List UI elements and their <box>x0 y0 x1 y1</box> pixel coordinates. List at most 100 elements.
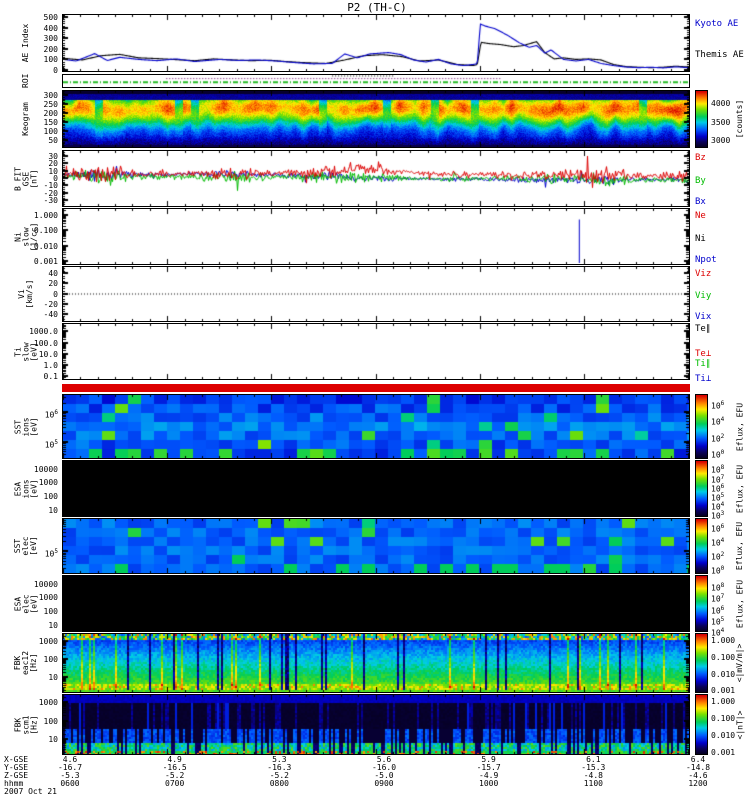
axis-row-name-Z-GSE: Z-GSE <box>4 771 29 780</box>
legend-bfit-By: By <box>695 175 706 186</box>
panel-keogram <box>62 90 690 148</box>
cbtick-sst_elec-3: 100 <box>711 565 725 577</box>
cbtick-esa_ions-0: 108 <box>711 464 725 476</box>
panel-fbk2 <box>62 694 690 755</box>
ytick-esa_ions-3: 10000 <box>33 464 58 474</box>
ylabel-roi: ROI <box>21 73 30 88</box>
ytick-fbk2-2: 1000 <box>38 698 58 708</box>
axis-value-X-GSE-5: 6.1 <box>586 755 601 764</box>
colorbar-keogram <box>695 90 708 148</box>
ytick-vi-3: 20 <box>48 279 58 289</box>
ytick-keogram-2: 150 <box>43 117 58 127</box>
ytick-ae-4: 400 <box>43 23 58 33</box>
ytick-bfit-3: 0 <box>53 174 58 183</box>
axis-value-X-GSE-1: 4.9 <box>167 755 182 764</box>
legend-ti-Te: Te∥ <box>695 324 711 335</box>
panel-ni <box>62 208 690 265</box>
ytick-fbk1-1: 100 <box>43 655 58 665</box>
axis-row-name-Y-GSE: Y-GSE <box>4 763 29 772</box>
axis-row-name-X-GSE: X-GSE <box>4 755 29 764</box>
axis-value-Z-GSE-1: -5.2 <box>165 771 185 780</box>
ytick-esa_ions-1: 100 <box>43 491 58 501</box>
date-label: 2007 Oct 21 <box>4 787 57 796</box>
axis-value-hhmm-3: 0900 <box>374 779 394 788</box>
panel-esa_elec <box>62 575 690 632</box>
cbtick-fbk1-3: 0.001 <box>711 686 736 696</box>
esa_elec-canvas <box>63 576 689 631</box>
ytick-ae-5: 500 <box>43 13 58 23</box>
cbunit-fbk1: <|mV/m|> <box>735 643 744 683</box>
legend-ti-Ti: Ti∥ <box>695 358 711 369</box>
cbtick-sst_elec-0: 106 <box>711 523 725 535</box>
colorbar-esa_ions <box>695 460 708 517</box>
ytick-bfit-4: 10 <box>48 166 58 176</box>
ytick-ti-4: 1000.0 <box>29 327 58 337</box>
cbtick-keogram-1: 3500 <box>711 117 731 127</box>
panel-sst_ions <box>62 394 690 459</box>
cbtick-fbk2-1: 0.100 <box>711 714 736 724</box>
sst_ions-colorbar-canvas <box>696 395 707 458</box>
axis-value-Z-GSE-0: -5.3 <box>60 771 80 780</box>
ytick-sst_ions-1: 106 <box>44 408 58 420</box>
panel-roi <box>62 74 690 88</box>
cbtick-esa_ions-5: 103 <box>711 510 725 521</box>
cbtick-esa_ions-3: 105 <box>711 491 725 503</box>
cbtick-fbk2-0: 1.000 <box>711 697 736 707</box>
fbk1-canvas <box>63 634 689 692</box>
legend-vi-Vix: Vix <box>695 312 712 323</box>
axis-value-Y-GSE-0: -16.7 <box>57 763 83 772</box>
cbtick-sst_ions-3: 100 <box>711 448 725 460</box>
cbtick-fbk1-1: 0.100 <box>711 652 736 662</box>
ytick-ni-3: 1.000 <box>33 210 58 220</box>
cbunit-esa_elec: Eflux, EFU <box>735 579 744 628</box>
esa_ions-canvas <box>63 461 689 516</box>
ytick-vi-4: 40 <box>48 269 58 279</box>
ytick-fbk2-1: 100 <box>43 716 58 726</box>
axis-value-hhmm-1: 0700 <box>165 779 185 788</box>
ytick-fbk1-2: 1000 <box>38 637 58 647</box>
cbtick-keogram-2: 3000 <box>711 136 731 146</box>
axis-value-hhmm-5: 1100 <box>583 779 603 788</box>
colorbar-sst_elec <box>695 518 708 574</box>
ytick-vi-0: -40 <box>43 309 58 319</box>
axis-value-Z-GSE-2: -5.2 <box>269 771 289 780</box>
axis-value-hhmm-4: 1000 <box>479 779 499 788</box>
cbunit-sst_elec: Eflux, EFU <box>735 521 744 571</box>
ytick-ae-1: 100 <box>43 55 58 65</box>
cbtick-fbk1-2: 0.010 <box>711 669 736 679</box>
legend-ni-Ne: Ne <box>695 210 706 221</box>
axis-value-Y-GSE-2: -16.3 <box>267 763 292 772</box>
ytick-fbk2-0: 10 <box>48 735 58 745</box>
cbtick-esa_elec-4: 104 <box>711 627 725 638</box>
ytick-vi-1: -20 <box>43 299 58 309</box>
ytick-esa_elec-3: 10000 <box>33 579 58 589</box>
panel-redbar <box>62 384 690 392</box>
axis-value-Y-GSE-1: -16.5 <box>162 763 187 772</box>
ytick-esa_ions-2: 1000 <box>38 478 58 488</box>
fbk1-colorbar-canvas <box>696 634 707 692</box>
cbunit-sst_ions: Eflux, EFU <box>735 402 744 451</box>
cbtick-fbk2-3: 0.001 <box>711 748 736 758</box>
ytick-ae-0: 0 <box>53 66 58 75</box>
cbtick-esa_elec-1: 107 <box>711 593 725 604</box>
ytick-ae-3: 300 <box>43 34 58 44</box>
sst_elec-colorbar-canvas <box>696 519 707 573</box>
ytick-bfit-1: -20 <box>43 188 58 198</box>
ytick-bfit-2: -10 <box>43 181 58 191</box>
ytick-bfit-0: -30 <box>43 195 58 205</box>
axis-value-X-GSE-2: 5.3 <box>272 755 287 764</box>
cbtick-esa_ions-2: 106 <box>711 482 725 494</box>
axis-value-hhmm-2: 0800 <box>269 779 289 788</box>
cbtick-sst_ions-0: 106 <box>711 400 725 411</box>
ytick-bfit-5: 20 <box>48 159 58 169</box>
cbtick-sst_elec-1: 104 <box>711 537 725 549</box>
fbk2-colorbar-canvas <box>696 695 707 754</box>
axis-value-X-GSE-6: 6.4 <box>690 755 706 764</box>
keogram-colorbar-canvas <box>696 91 707 147</box>
cbtick-fbk2-2: 0.010 <box>711 731 736 741</box>
ytick-ni-0: 0.001 <box>33 257 58 267</box>
legend-vi-Viz: Viz <box>695 268 712 279</box>
ytick-sst_elec-0: 105 <box>44 548 58 559</box>
sst_ions-canvas <box>63 395 689 458</box>
